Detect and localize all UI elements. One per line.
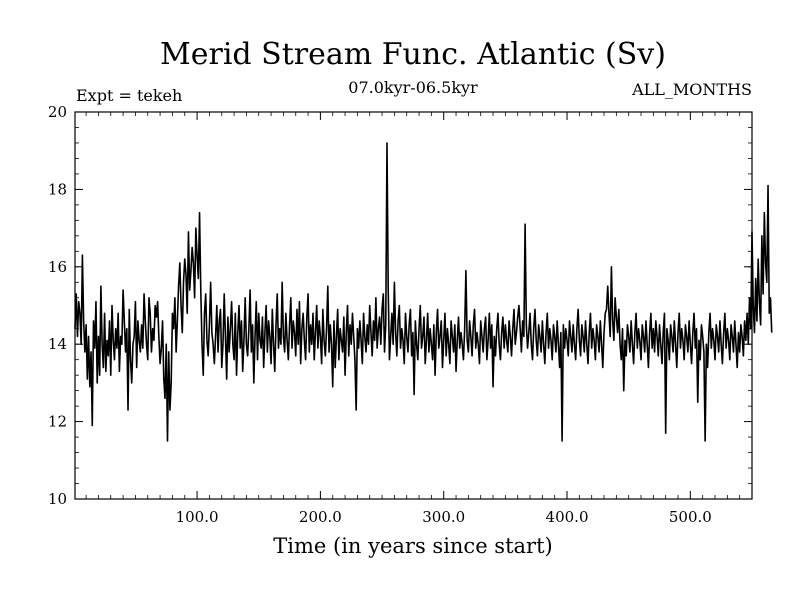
months-label: ALL_MONTHS [631, 80, 752, 99]
y-tick-label: 16 [48, 258, 67, 276]
chart-title: Merid Stream Func. Atlantic (Sv) [160, 37, 666, 72]
y-tick-label: 20 [48, 103, 67, 121]
plot-frame [74, 111, 753, 500]
y-tick-label: 12 [48, 413, 67, 431]
x-axis: 100.0 200.0 300.0 400.0 500.0 [85, 112, 753, 526]
experiment-label: Expt = tekeh [76, 86, 182, 105]
y-tick-label: 18 [48, 180, 67, 198]
series-line [74, 142, 773, 442]
x-axis-label: Time (in years since start) [273, 534, 552, 558]
x-tick-label: 400.0 [546, 508, 589, 526]
x-tick-label: 200.0 [299, 508, 342, 526]
x-tick-label: 100.0 [176, 508, 219, 526]
x-tick-label: 300.0 [422, 508, 465, 526]
y-tick-label: 14 [48, 335, 67, 353]
time-range-label: 07.0kyr-06.5kyr [348, 78, 478, 97]
y-tick-label: 10 [48, 490, 67, 508]
x-tick-label: 500.0 [669, 508, 712, 526]
